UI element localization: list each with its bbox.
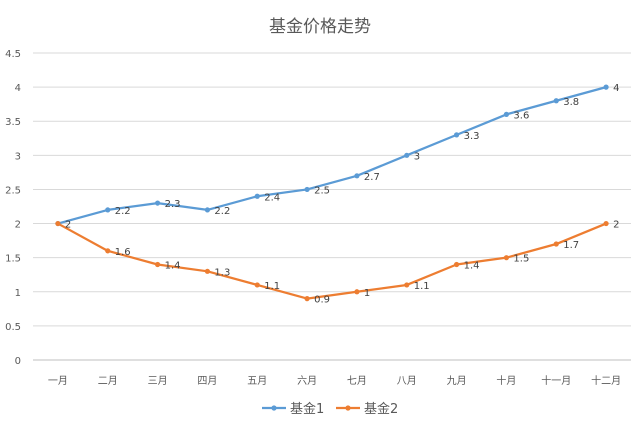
data-point-2 (105, 248, 111, 254)
chart-title: 基金价格走势 (269, 17, 371, 37)
data-point-2 (154, 261, 161, 268)
data-label-2: 1.1 (414, 281, 430, 292)
data-label-2: 1.5 (513, 254, 529, 265)
x-tick-label: 十月 (496, 374, 516, 387)
x-tick-label: 十一月 (541, 374, 571, 387)
y-tick-label: 4.5 (5, 49, 21, 60)
data-label-1: 4 (613, 83, 619, 94)
data-label-2: 1.3 (214, 267, 230, 278)
data-point-2 (603, 220, 609, 227)
x-tick-label: 四月 (197, 375, 217, 387)
y-tick-label: 1 (15, 288, 21, 299)
data-label-1: 2.2 (214, 206, 230, 217)
data-label-2: 1 (364, 288, 370, 299)
data-point-1 (553, 98, 559, 104)
data-point-2 (553, 241, 559, 247)
data-label-1: 2.2 (115, 206, 131, 217)
data-point-1 (254, 193, 260, 199)
legend-label-1: 基金1 (290, 401, 324, 417)
data-point-2 (453, 261, 460, 268)
x-tick-label: 五月 (247, 375, 267, 387)
data-point-2 (254, 282, 260, 288)
data-point-1 (304, 186, 310, 193)
x-tick-label: 一月 (48, 375, 68, 387)
data-label-1: 3.6 (513, 110, 529, 121)
data-point-2 (404, 282, 410, 288)
legend-label-2: 基金2 (364, 401, 398, 417)
legend: 基金1 基金2 (262, 401, 398, 417)
data-label-2: 1.4 (464, 260, 480, 271)
data-point-1 (404, 152, 410, 158)
data-point-2 (304, 296, 310, 302)
x-tick-label: 七月 (347, 375, 367, 387)
x-tick-label: 十二月 (591, 374, 621, 387)
data-label-1: 2.5 (314, 185, 330, 196)
data-point-2 (55, 220, 61, 227)
data-label-1: 3.3 (464, 131, 480, 142)
legend-marker-1 (271, 405, 277, 411)
y-tick-label: 0.5 (5, 322, 21, 333)
y-tick-label: 3 (15, 151, 21, 162)
y-tick-label: 2 (15, 220, 21, 231)
data-label-2: 1.7 (563, 240, 579, 251)
y-tick-label: 2.5 (5, 185, 21, 196)
y-tick-label: 1.5 (5, 254, 21, 265)
data-label-1: 2 (65, 220, 71, 231)
x-axis-ticks: 一月 二月 三月 四月 五月 六月 七月 八月 九月 十月 十一月 十二月 (48, 374, 621, 387)
y-tick-label: 4 (15, 83, 21, 94)
data-label-1: 2.7 (364, 172, 380, 183)
x-tick-label: 九月 (447, 375, 467, 387)
x-tick-label: 三月 (148, 375, 168, 387)
data-point-2 (503, 255, 510, 261)
data-label-2: 1.4 (165, 260, 181, 271)
data-point-2 (204, 268, 211, 274)
legend-marker-2 (345, 405, 351, 411)
data-point-1 (503, 111, 510, 117)
x-tick-label: 八月 (397, 375, 417, 387)
data-point-1 (204, 207, 211, 213)
data-label-1: 2.3 (165, 199, 181, 210)
data-label-1: 2.4 (264, 192, 280, 203)
data-label-2: 1.1 (264, 281, 280, 292)
y-axis-ticks: 0 0.5 1 1.5 2 2.5 3 3.5 4 4.5 (5, 49, 21, 367)
data-label-2: 1.6 (115, 247, 131, 258)
data-label-2: 2 (613, 220, 619, 231)
x-tick-label: 二月 (98, 375, 118, 387)
series-line-2 (56, 222, 608, 300)
data-label-1: 3 (414, 151, 420, 162)
data-point-1 (354, 173, 360, 179)
y-tick-label: 0 (15, 356, 21, 367)
x-tick-label: 六月 (297, 375, 317, 387)
data-point-2 (354, 289, 360, 295)
series-line-1 (56, 85, 608, 225)
data-label-2: 0.9 (314, 295, 330, 306)
series-layer: 2 2.2 2.3 2.2 2.4 2.5 2.7 3 3.3 3.6 3.8 4 1.6 1.4 1.3 1… (55, 83, 619, 306)
data-point-1 (105, 207, 111, 213)
data-point-1 (453, 132, 460, 138)
data-label-1: 3.8 (563, 97, 579, 108)
data-point-1 (154, 200, 161, 206)
y-tick-label: 3.5 (5, 117, 21, 128)
data-point-1 (603, 84, 609, 90)
